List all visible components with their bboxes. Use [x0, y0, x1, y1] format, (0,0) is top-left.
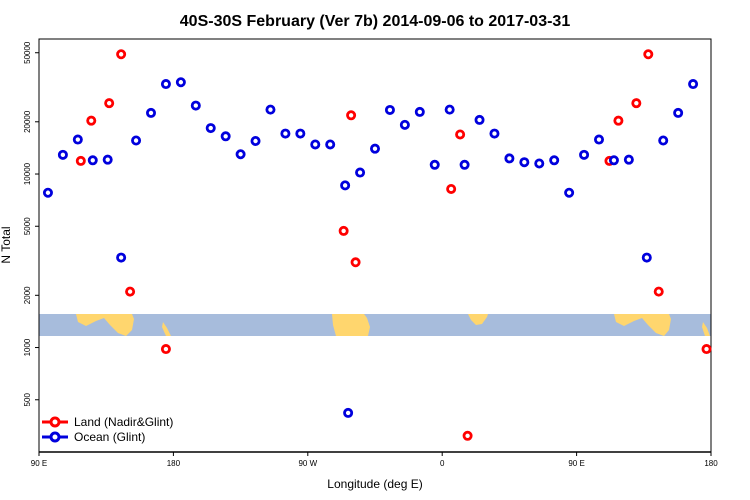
y-axis-ticks: 500 1000 2000 5000 10000 20000 50000 — [23, 41, 39, 406]
x-tick-label-4: 90 E — [568, 459, 584, 468]
map-land-new-zealand — [162, 322, 171, 336]
legend-ocean-marker — [49, 431, 61, 443]
ocean-point-42 — [658, 135, 669, 146]
plot-frame — [38, 38, 712, 453]
ocean-point-19 — [325, 139, 336, 150]
ocean-point-41 — [641, 252, 652, 263]
land-point-2 — [104, 98, 115, 109]
ocean-point-39 — [608, 155, 619, 166]
land-point-5 — [160, 344, 171, 355]
x-tick-label-0: 90 E — [31, 459, 47, 468]
map-land-australia-repeat — [614, 314, 671, 336]
ocean-point-27 — [429, 159, 440, 170]
y-tick-label-6: 50000 — [23, 41, 32, 64]
ocean-point-20 — [340, 180, 351, 191]
ocean-point-15 — [265, 104, 276, 115]
map-ocean — [39, 314, 711, 336]
ocean-point-17 — [295, 128, 306, 139]
ocean-point-1 — [57, 149, 68, 160]
land-point-10 — [455, 129, 466, 140]
x-axis-ticks: 90 E 180 90 W 0 90 E 180 — [31, 452, 718, 468]
map-strip — [39, 314, 711, 336]
legend: Land (Nadir&Glint) Ocean (Glint) — [42, 415, 173, 444]
legend-land-label: Land (Nadir&Glint) — [74, 415, 173, 429]
x-tick-label-5: 180 — [704, 459, 718, 468]
ocean-point-40 — [623, 154, 634, 165]
y-tick-label-0: 500 — [23, 393, 32, 407]
ocean-point-43 — [673, 107, 684, 118]
ocean-point-37 — [579, 149, 590, 160]
ocean-point-2 — [72, 134, 83, 145]
ocean-point-18 — [310, 139, 321, 150]
map-land-south-america — [332, 314, 370, 336]
land-point-1 — [86, 115, 97, 126]
ocean-point-44 — [688, 79, 699, 90]
ocean-point-5 — [116, 252, 127, 263]
ocean-point-25 — [399, 119, 410, 130]
ocean-point-0 — [42, 187, 53, 198]
legend-land-marker — [49, 416, 61, 428]
land-point-0 — [75, 155, 86, 166]
ocean-point-32 — [504, 153, 515, 164]
ocean-point-23 — [369, 143, 380, 154]
land-point-13 — [613, 115, 624, 126]
land-point-17 — [701, 344, 712, 355]
ocean-point-11 — [205, 123, 216, 134]
ocean-point-12 — [220, 131, 231, 142]
ocean-point-36 — [564, 187, 575, 198]
ocean-point-7 — [145, 107, 156, 118]
ocean-point-13 — [235, 149, 246, 160]
ocean-point-24 — [384, 104, 395, 115]
land-point-15 — [643, 49, 654, 60]
ocean-point-21 — [343, 407, 354, 418]
land-point-16 — [653, 286, 664, 297]
ocean-point-9 — [175, 77, 186, 88]
land-point-7 — [346, 110, 357, 121]
ocean-point-28 — [444, 104, 455, 115]
x-axis-label: Longitude (deg E) — [327, 477, 422, 491]
y-tick-label-1: 1000 — [23, 338, 32, 356]
map-land-africa — [468, 314, 488, 325]
ocean-point-10 — [190, 100, 201, 111]
ocean-point-22 — [355, 167, 366, 178]
x-tick-label-2: 90 W — [298, 459, 317, 468]
ocean-point-38 — [594, 134, 605, 145]
land-point-6 — [338, 225, 349, 236]
ocean-point-26 — [414, 106, 425, 117]
chart-title: 40S-30S February (Ver 7b) 2014-09-06 to … — [180, 13, 571, 30]
y-axis-label: N Total — [0, 226, 13, 263]
ocean-point-31 — [489, 128, 500, 139]
y-tick-label-4: 10000 — [23, 162, 32, 185]
map-land-new-zealand-repeat — [702, 322, 710, 336]
ocean-point-29 — [459, 159, 470, 170]
map-land-australia — [76, 314, 134, 336]
ocean-point-8 — [160, 79, 171, 90]
ocean-point-30 — [474, 114, 485, 125]
ocean-point-4 — [102, 154, 113, 165]
ocean-point-14 — [250, 135, 261, 146]
y-tick-label-2: 2000 — [23, 286, 32, 304]
land-point-14 — [631, 98, 642, 109]
data-points — [42, 49, 712, 441]
y-tick-label-3: 5000 — [23, 217, 32, 235]
ocean-point-16 — [280, 128, 291, 139]
legend-ocean-label: Ocean (Glint) — [74, 430, 145, 444]
x-tick-label-3: 0 — [440, 459, 445, 468]
land-point-9 — [446, 183, 457, 194]
ocean-point-6 — [131, 135, 142, 146]
land-point-3 — [116, 49, 127, 60]
land-point-8 — [350, 257, 361, 268]
ocean-point-3 — [87, 155, 98, 166]
land-point-4 — [125, 286, 136, 297]
land-point-11 — [462, 430, 473, 441]
ocean-point-34 — [534, 158, 545, 169]
ocean-point-33 — [519, 157, 530, 168]
ocean-point-35 — [549, 155, 560, 166]
x-tick-label-1: 180 — [167, 459, 181, 468]
y-tick-label-5: 20000 — [23, 110, 32, 133]
